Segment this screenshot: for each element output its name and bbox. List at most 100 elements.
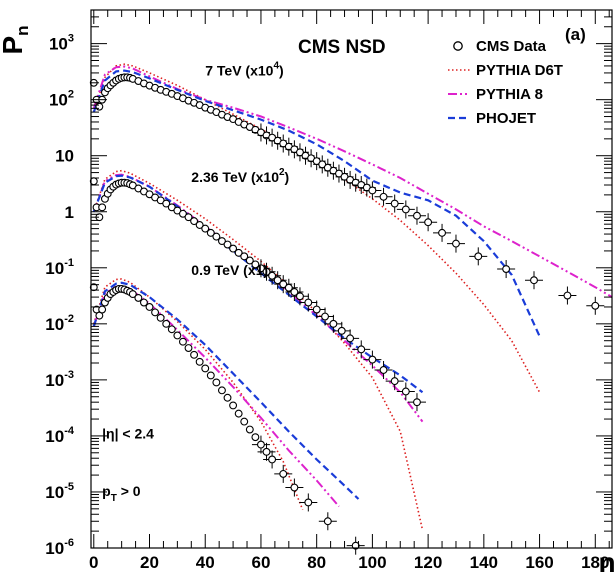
curve-pythia-8-7 xyxy=(92,65,613,298)
data-point xyxy=(290,288,299,296)
data-point xyxy=(98,203,107,212)
legend-marker-cms-data xyxy=(453,41,463,51)
x-axis-title: n xyxy=(598,547,615,574)
label-236tev: 2.36 TeV (x102) xyxy=(191,167,289,185)
data-point xyxy=(229,401,238,410)
data-point xyxy=(184,213,193,222)
data-point xyxy=(178,337,187,346)
data-point xyxy=(206,371,215,380)
label-09tev: 0.9 TeV (x1) xyxy=(191,262,268,278)
text-part: ) xyxy=(279,62,284,78)
data-point xyxy=(257,440,265,449)
curve-pythia-d6t-09 xyxy=(93,278,304,511)
data-point xyxy=(178,209,187,218)
data-point xyxy=(217,386,226,395)
data-point xyxy=(284,283,293,292)
data-point xyxy=(390,199,399,208)
y-tick-label: 10-5 xyxy=(45,481,74,502)
text-part: -6 xyxy=(64,537,74,549)
axes-layer: 0 20 40 60 80 100 120 140 160 18010310210110-110-… xyxy=(0,10,615,574)
text-part: 10 xyxy=(49,91,68,110)
data-point xyxy=(134,293,143,302)
data-point xyxy=(245,256,254,265)
data-point xyxy=(89,283,98,292)
x-tick-label: 160 xyxy=(525,553,553,572)
y-tick-label: 10-2 xyxy=(45,313,74,334)
panel-tag: (a) xyxy=(565,25,586,44)
text-part: T xyxy=(111,493,117,504)
data-point xyxy=(262,267,271,276)
annotations-layer: CMS NSD(a)7 TeV (x104)2.36 TeV (x102)0.9… xyxy=(102,25,586,504)
data-point xyxy=(351,541,360,550)
y-tick-label: 10-1 xyxy=(45,257,74,278)
data-point xyxy=(156,313,165,322)
x-tick-label: 80 xyxy=(307,553,326,572)
curve-pythia-d6t-7 xyxy=(93,63,541,393)
data-point xyxy=(190,350,199,359)
data-point xyxy=(323,517,332,526)
data-point xyxy=(95,102,104,111)
y-tick-label: 10 xyxy=(55,147,74,166)
data-point xyxy=(321,312,329,321)
data-point xyxy=(304,498,313,507)
data-point xyxy=(251,433,260,442)
data-point xyxy=(502,265,511,273)
y-axis-title: Pn xyxy=(0,25,32,54)
text-part: 4 xyxy=(273,60,279,71)
data-point xyxy=(184,344,193,352)
x-tick-label: 180 xyxy=(581,553,609,572)
text-part: P xyxy=(0,36,28,55)
data-point xyxy=(173,331,182,340)
data-point xyxy=(223,393,232,402)
data-point xyxy=(167,325,176,334)
data-point xyxy=(162,199,171,208)
data-point xyxy=(591,301,600,310)
curve-phojet-7 xyxy=(92,69,541,337)
data-point xyxy=(262,447,271,456)
data-points-layer xyxy=(89,73,605,555)
data-point xyxy=(245,425,254,434)
x-tick-label: 60 xyxy=(251,553,270,572)
text-part: 1 xyxy=(65,203,74,222)
y-tick-label: 10-3 xyxy=(45,369,74,390)
data-point xyxy=(401,387,410,396)
data-point xyxy=(337,326,346,335)
text-part: -5 xyxy=(64,481,74,493)
text-part: 2 xyxy=(279,167,285,178)
text-part: -1 xyxy=(64,257,74,269)
text-part: > 0 xyxy=(117,483,141,499)
data-point xyxy=(223,240,232,249)
data-point xyxy=(438,228,446,237)
text-part: 10 xyxy=(45,483,64,502)
data-point xyxy=(424,218,433,227)
data-point xyxy=(128,290,137,298)
data-point xyxy=(368,355,377,364)
legend-label: CMS Data xyxy=(476,38,547,55)
data-point xyxy=(206,228,215,237)
data-point xyxy=(368,186,377,195)
data-point xyxy=(190,217,199,226)
data-point xyxy=(413,398,421,407)
text-part: 2 xyxy=(68,89,74,101)
chart-title: CMS NSD xyxy=(298,37,386,58)
data-point xyxy=(401,205,410,214)
y-tick-label: 1 xyxy=(65,203,74,222)
data-point xyxy=(201,224,210,233)
text-part: ) xyxy=(285,169,290,185)
data-point xyxy=(229,244,238,253)
data-point xyxy=(268,271,277,280)
data-point xyxy=(212,232,221,241)
text-part: 7 TeV (x10 xyxy=(205,62,273,78)
curve-phojet-09 xyxy=(92,281,360,500)
legend-label: PYTHIA 8 xyxy=(476,86,543,103)
data-point xyxy=(98,305,107,314)
text-part: 10 xyxy=(45,427,64,446)
text-part: 3 xyxy=(68,33,74,45)
data-point xyxy=(234,248,243,257)
y-tick-label: 103 xyxy=(49,33,74,54)
data-point xyxy=(268,455,277,464)
text-part: 0.9 TeV (x1) xyxy=(191,262,268,278)
text-part: 10 xyxy=(45,371,64,390)
text-part: -2 xyxy=(64,313,74,325)
